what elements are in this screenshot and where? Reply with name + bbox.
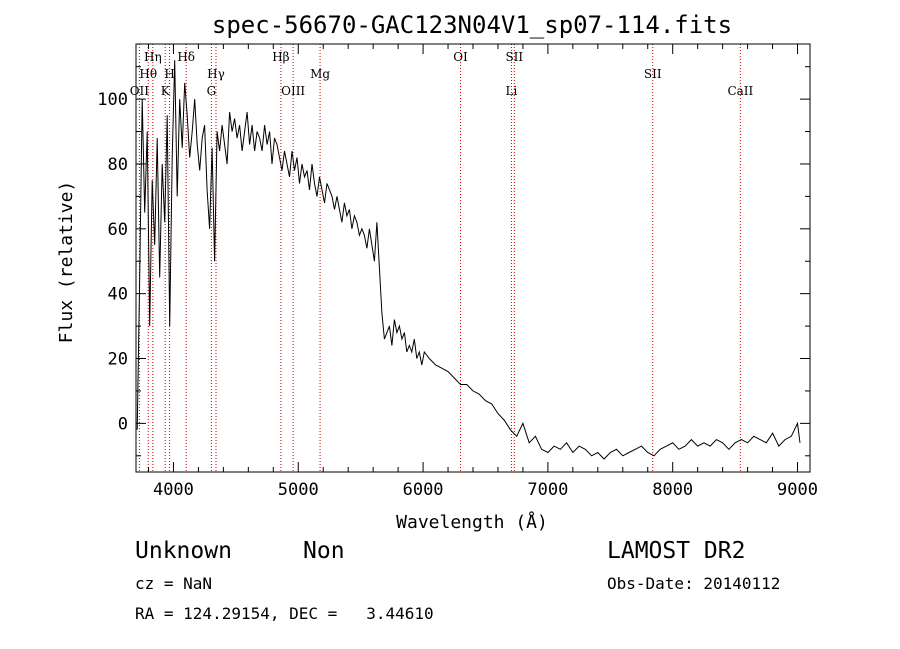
x-tick-label-0: 4000: [153, 480, 194, 500]
spectral-line-label-7: Hγ: [207, 67, 225, 81]
spectral-line-label-4: H: [164, 67, 174, 81]
survey-name: LAMOST DR2: [607, 538, 746, 564]
spectral-line-label-0: OII: [130, 84, 150, 98]
spectral-line-label-13: SII: [505, 50, 523, 64]
spectral-line-label-6: G: [207, 84, 217, 98]
spectral-line-label-5: Hδ: [177, 50, 195, 64]
y-tick-label-5: 100: [97, 90, 128, 110]
object-subclass: Non: [303, 538, 345, 564]
y-tick-label-4: 80: [108, 155, 128, 175]
spectral-line-label-8: Hβ: [272, 50, 289, 64]
spectrum-series: [136, 60, 801, 460]
spectral-line-label-2: Hη: [144, 50, 162, 64]
y-axis-label: Flux (relative): [56, 181, 77, 344]
coordinates: RA = 124.29154, DEC = 3.44610: [135, 604, 434, 623]
y-tick-label-1: 20: [108, 350, 128, 370]
x-tick-label-1: 5000: [278, 480, 319, 500]
plot-frame: [135, 43, 811, 473]
spectral-line-label-12: Li: [506, 84, 518, 98]
spectrum-line-0: [136, 60, 801, 460]
spectral-line-label-11: OI: [453, 50, 468, 64]
spectral-line-label-9: OIII: [281, 84, 305, 98]
x-tick-label-5: 9000: [777, 480, 818, 500]
chart-title: spec-56670-GAC123N04V1_sp07-114.fits: [212, 11, 732, 39]
x-tick-label-2: 6000: [403, 480, 444, 500]
spectral-line-label-14: SII: [644, 67, 662, 81]
x-tick-label-4: 8000: [652, 480, 693, 500]
spectral-line-label-15: CaII: [727, 84, 753, 98]
y-tick-label-2: 40: [108, 285, 128, 305]
x-tick-label-3: 7000: [527, 480, 568, 500]
y-tick-label-3: 60: [108, 220, 128, 240]
axis-ticks: 4000 5000 6000 7000 8000 9000 0 20 40 60 80 100: [97, 44, 818, 500]
observation-date: Obs-Date: 20140112: [607, 574, 781, 593]
spectral-line-label-1: Hθ: [139, 67, 157, 81]
object-class: Unknown: [135, 538, 232, 564]
spectral-line-label-3: K: [161, 84, 171, 98]
y-tick-label-0: 0: [118, 414, 128, 434]
redshift-value: cz = NaN: [135, 574, 213, 593]
x-axis-label: Wavelength (Å): [396, 511, 548, 533]
spectral-line-label-10: Mg: [310, 67, 330, 81]
